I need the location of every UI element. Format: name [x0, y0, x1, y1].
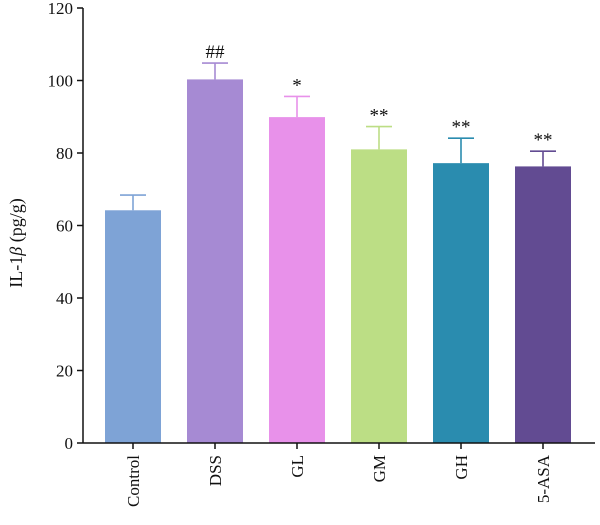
x-axis: Control DSS GL GM GH 5-ASA: [83, 442, 595, 507]
x-tick-label: GL: [288, 455, 307, 478]
y-axis-title: IL-1β (pg/g): [6, 198, 27, 287]
significance-label: ##: [206, 42, 226, 63]
significance-label: **: [370, 106, 389, 127]
y-tick-label: 120: [48, 0, 74, 18]
y-axis-title-symbol: β: [6, 247, 26, 257]
x-tick-label: GH: [452, 455, 471, 480]
bar-5-asa: [515, 166, 571, 443]
y-tick-label: 80: [56, 144, 73, 163]
y-axis-title-prefix: IL-1: [6, 256, 26, 288]
y-tick-label: 40: [56, 289, 73, 308]
x-tick-label: Control: [124, 455, 143, 507]
significance-label: **: [534, 130, 553, 151]
y-tick-label: 0: [65, 434, 74, 453]
bars-group: [105, 79, 571, 444]
x-tick-label: 5-ASA: [534, 454, 553, 503]
y-tick-label: 60: [56, 217, 73, 236]
bar-gl: [269, 117, 325, 444]
bar-dss: [187, 79, 243, 443]
y-axis-title-suffix: (pg/g): [6, 198, 27, 247]
y-tick-label: 100: [48, 72, 74, 91]
x-tick-label: DSS: [206, 455, 225, 486]
bar-gm: [351, 149, 407, 443]
significance-label: *: [292, 75, 302, 96]
error-bars-group: [120, 62, 556, 211]
x-tick-label: GM: [370, 455, 389, 482]
significance-label: **: [452, 117, 471, 138]
y-tick-label: 20: [56, 362, 73, 381]
bar-gh: [433, 163, 489, 443]
y-axis: 0 20 40 60 80 100 120: [48, 0, 84, 453]
bar-control: [105, 210, 161, 443]
significance-labels-group: ##*******: [206, 42, 553, 151]
